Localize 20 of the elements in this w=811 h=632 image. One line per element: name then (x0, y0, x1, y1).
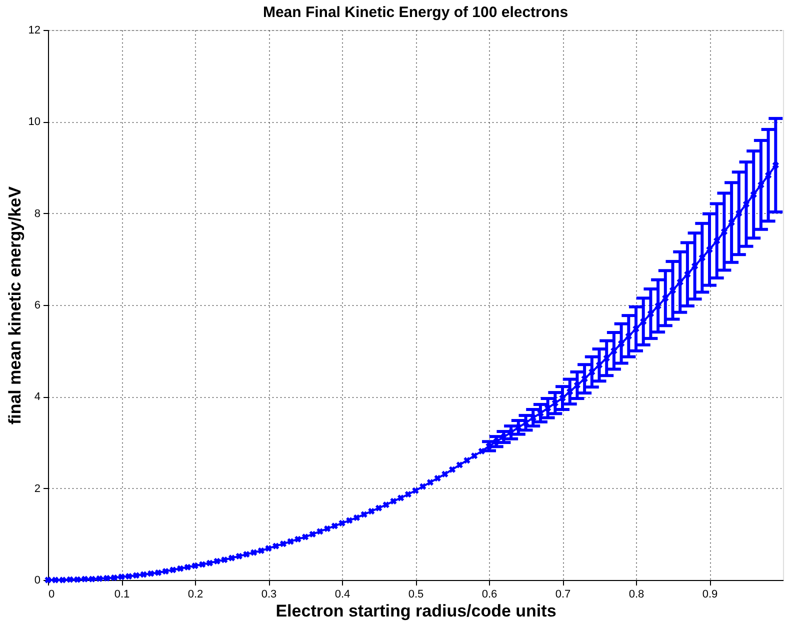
x-axis-title: Electron starting radius/code units (276, 602, 556, 620)
x-tick-label: 0.9 (702, 588, 718, 600)
x-tick-label: 0.5 (408, 588, 424, 600)
chart-title: Mean Final Kinetic Energy of 100 electrons (262, 4, 568, 21)
y-tick-label: 0 (34, 574, 40, 586)
x-tick-label: 0.8 (628, 588, 644, 600)
x-tick-label: 0.4 (334, 588, 350, 600)
x-tick-label: 0.1 (114, 588, 130, 600)
y-tick-label: 12 (28, 24, 40, 36)
y-tick-label: 2 (34, 482, 40, 495)
y-axis-title: final mean kinetic energy/keV (5, 186, 24, 425)
x-tick-label: 0.2 (188, 588, 204, 600)
y-tick-label: 6 (34, 300, 40, 312)
x-tick-label: 0.7 (555, 588, 571, 600)
x-tick-label: 0.3 (261, 588, 277, 600)
x-tick-label: 0 (48, 588, 55, 600)
y-tick-label: 10 (28, 116, 40, 128)
y-tick-label: 8 (34, 208, 40, 220)
x-tick-label: 0.6 (482, 588, 498, 600)
y-tick-label: 4 (34, 391, 40, 404)
